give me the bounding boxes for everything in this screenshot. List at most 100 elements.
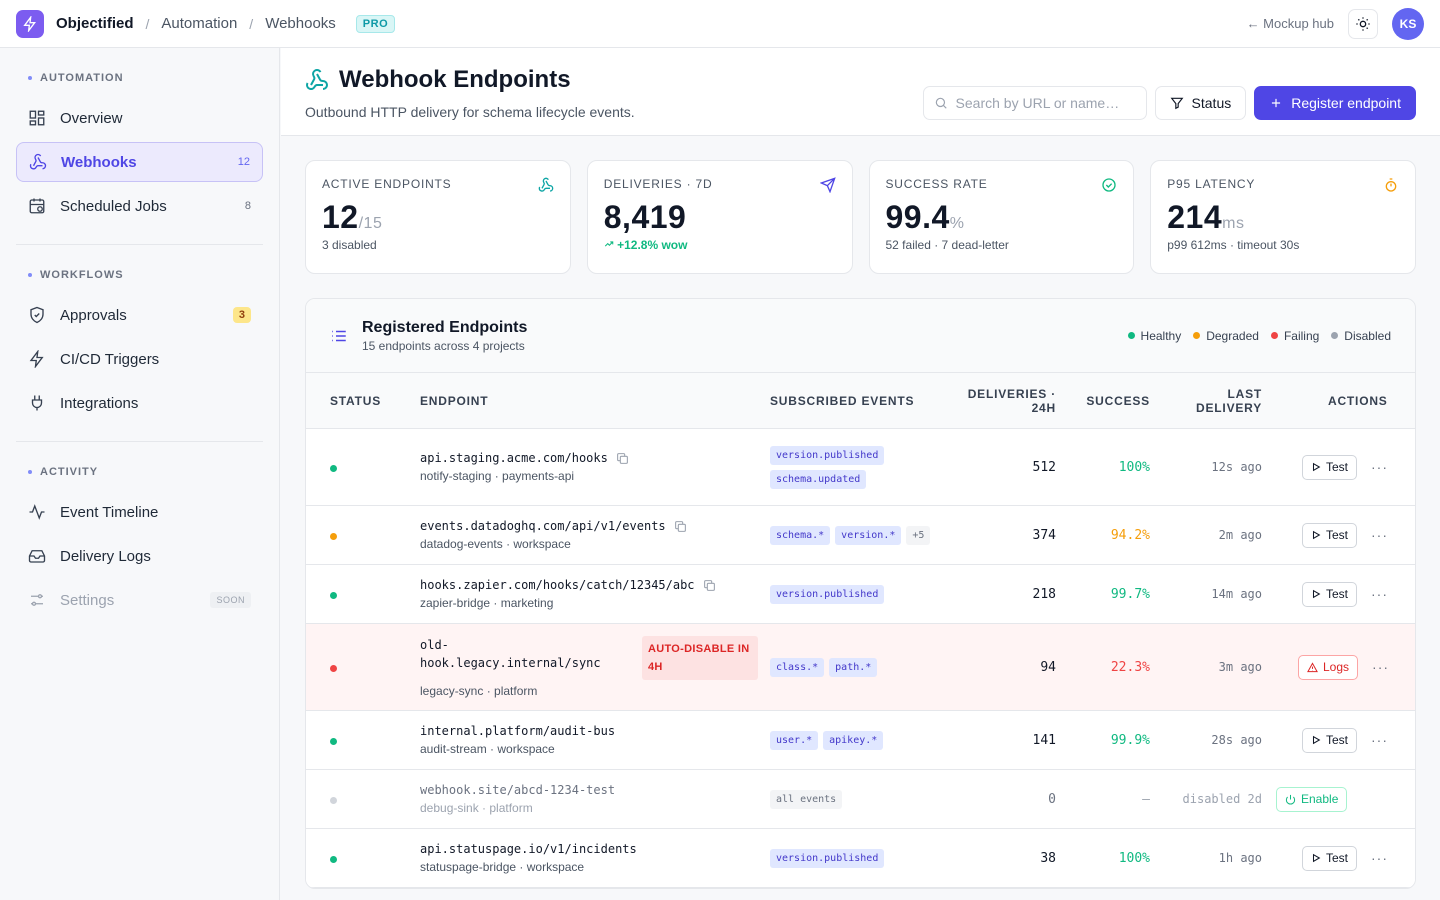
column-header-endpoint[interactable]: ENDPOINT (420, 393, 489, 408)
search-placeholder: Search by URL or name… (955, 95, 1120, 111)
more-menu-button[interactable]: ··· (1372, 659, 1390, 675)
table-row[interactable]: api.staging.acme.com/hooks notify-stagin… (306, 429, 1415, 506)
table-row[interactable]: api.statuspage.io/v1/incidents statuspag… (306, 829, 1415, 888)
activity-icon (29, 504, 45, 520)
more-events-chip[interactable]: +5 (906, 525, 931, 545)
last-delivery: 12s ago (1211, 460, 1262, 474)
table-row[interactable]: webhook.site/abcd-1234-test debug-sink ·… (306, 770, 1415, 829)
stat-label: DELIVERIES · 7D (603, 177, 713, 191)
plus-icon (1272, 98, 1281, 108)
more-menu-button[interactable]: ··· (1371, 459, 1389, 475)
bolt-icon (23, 15, 36, 32)
sidebar-item-delivery-logs[interactable]: Delivery Logs (16, 536, 263, 576)
page-subtitle: Outbound HTTP delivery for schema lifecy… (305, 104, 635, 120)
mockup-hub-link[interactable]: ← Mockup hub (1246, 16, 1334, 31)
event-chip: version.published (770, 848, 885, 868)
more-menu-button[interactable]: ··· (1371, 732, 1389, 748)
event-chip: version.* (835, 525, 902, 545)
copy-icon[interactable] (674, 520, 687, 533)
more-menu-button[interactable]: ··· (1371, 527, 1389, 543)
status-filter-button[interactable]: Status (1154, 86, 1247, 120)
deliveries-count: 38 (1040, 850, 1056, 866)
column-header-status[interactable]: STATUS (330, 393, 382, 408)
sidebar-item-label: Approvals (60, 306, 127, 324)
endpoint-url: events.datadoghq.com/api/v1/events (420, 519, 758, 533)
sidebar-item-scheduled-jobs[interactable]: Scheduled Jobs 8 (16, 186, 263, 226)
sidebar-item-integrations[interactable]: Integrations (16, 383, 263, 423)
warning-triangle-icon (1307, 661, 1318, 672)
sidebar-item-approvals[interactable]: Approvals 3 (16, 295, 263, 335)
sidebar-item-overview[interactable]: Overview (16, 98, 263, 138)
status-dot-healthy (330, 856, 337, 863)
stat-footnote: +12.8% wow (604, 238, 836, 252)
table-header: STATUS ENDPOINT SUBSCRIBED EVENTS DELIVE… (306, 373, 1415, 429)
event-chip: schema.updated (770, 469, 867, 489)
webhook-icon (29, 153, 47, 170)
success-rate: 22.3% (1110, 659, 1150, 675)
sidebar-item-event-timeline[interactable]: Event Timeline (16, 492, 263, 532)
endpoint-meta: notify-staging · payments-api (420, 469, 575, 483)
sidebar-item-cicd-triggers[interactable]: CI/CD Triggers (16, 339, 263, 379)
copy-icon[interactable] (616, 452, 629, 465)
trend-up-icon (604, 241, 614, 247)
play-icon (1312, 589, 1321, 599)
stat-card-p95-latency: P95 LATENCY 214ms p99 612ms · timeout 30… (1150, 160, 1416, 274)
more-menu-button[interactable]: ··· (1371, 850, 1389, 866)
enable-button[interactable]: Enable (1276, 786, 1348, 812)
test-button[interactable]: Test (1302, 845, 1358, 871)
webhook-icon (538, 177, 554, 192)
more-menu-button[interactable]: ··· (1371, 586, 1389, 602)
legend-degraded: Degraded (1193, 329, 1259, 343)
avatar[interactable]: KS (1392, 7, 1424, 40)
breadcrumb-automation[interactable]: Automation (161, 15, 238, 32)
deliveries-count: 218 (1032, 586, 1056, 602)
app-name[interactable]: Objectified (56, 15, 134, 32)
shield-check-icon (30, 306, 44, 324)
event-chip: user.* (770, 730, 819, 750)
breadcrumb-webhooks[interactable]: Webhooks (265, 15, 336, 32)
status-dot-healthy (330, 592, 337, 599)
event-chip: class.* (770, 657, 825, 677)
column-header-success[interactable]: SUCCESS (1086, 393, 1150, 408)
power-icon (1285, 794, 1296, 805)
column-header-actions: ACTIONS (1328, 393, 1388, 408)
test-button[interactable]: Test (1302, 454, 1358, 480)
list-icon (332, 330, 346, 341)
stopwatch-icon (1385, 178, 1397, 192)
stat-label: SUCCESS RATE (885, 177, 988, 191)
stat-value: 8,419 (603, 199, 687, 235)
sidebar-item-webhooks[interactable]: Webhooks 12 (16, 142, 263, 182)
bolt-icon (29, 350, 44, 368)
app-logo[interactable] (16, 9, 44, 38)
endpoint-meta: legacy-sync · platform (420, 684, 538, 698)
auto-disable-warning: AUTO-DISABLE IN 4H (642, 636, 758, 680)
sidebar-item-label: Overview (60, 109, 123, 127)
sidebar-item-label: Integrations (60, 394, 139, 412)
page-header: Webhook Endpoints Outbound HTTP delivery… (281, 48, 1440, 136)
copy-icon[interactable] (703, 579, 716, 592)
logs-button[interactable]: Logs (1298, 654, 1359, 680)
column-header-deliveries[interactable]: DELIVERIES · 24H (967, 386, 1056, 415)
sidebar-item-settings[interactable]: Settings SOON (16, 580, 263, 620)
webhook-icon (305, 69, 328, 90)
send-icon (819, 177, 836, 193)
table-row[interactable]: internal.platform/audit-bus audit-stream… (306, 711, 1415, 770)
register-endpoint-button[interactable]: Register endpoint (1254, 86, 1416, 120)
sliders-icon (31, 594, 43, 606)
table-row[interactable]: old-hook.legacy.internal/sync AUTO-DISAB… (306, 624, 1415, 711)
theme-toggle-button[interactable] (1348, 8, 1378, 39)
sidebar-item-label: Scheduled Jobs (60, 197, 167, 215)
breadcrumb-separator: / (145, 15, 150, 32)
table-row[interactable]: hooks.zapier.com/hooks/catch/12345/abc z… (306, 565, 1415, 624)
success-rate: 94.2% (1110, 527, 1150, 543)
endpoint-meta: statuspage-bridge · workspace (420, 860, 585, 874)
column-header-last-delivery[interactable]: LAST DELIVERY (1196, 386, 1262, 415)
plug-icon (31, 395, 43, 411)
test-button[interactable]: Test (1302, 727, 1358, 753)
table-row[interactable]: events.datadoghq.com/api/v1/events datad… (306, 506, 1415, 565)
divider (16, 441, 263, 442)
test-button[interactable]: Test (1302, 581, 1358, 607)
test-button[interactable]: Test (1302, 522, 1358, 548)
column-header-events[interactable]: SUBSCRIBED EVENTS (770, 393, 915, 408)
search-input[interactable]: Search by URL or name… (922, 86, 1147, 120)
